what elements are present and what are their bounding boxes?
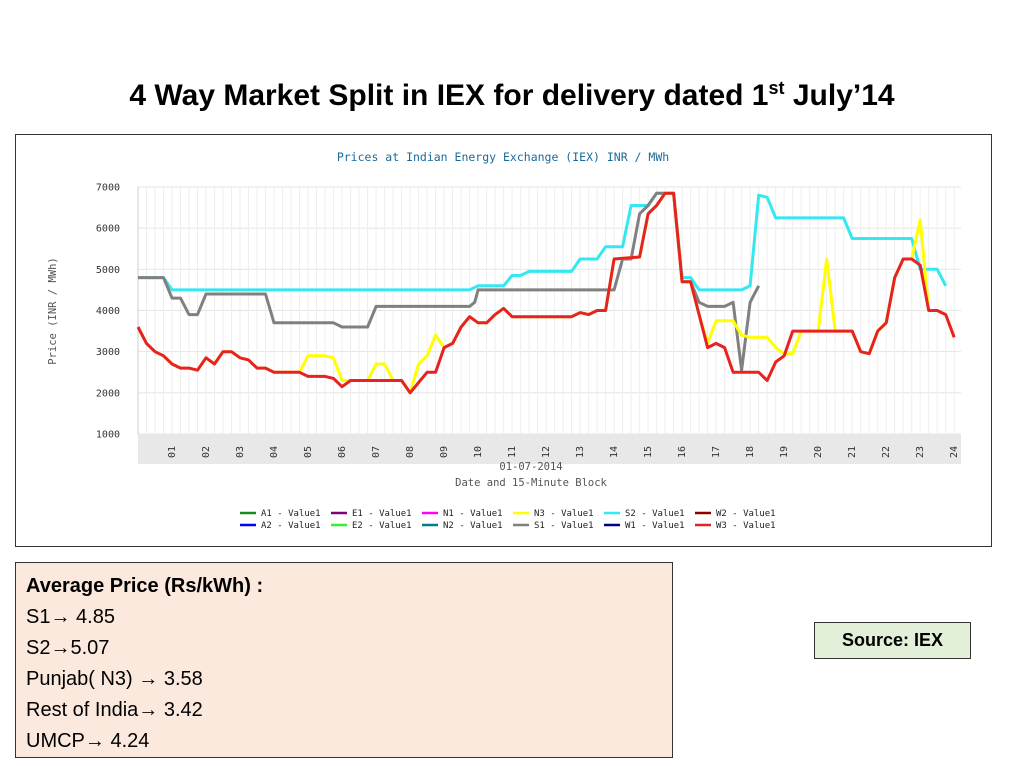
x-tick-label: 18 (745, 446, 756, 458)
x-tick-label: 10 (473, 446, 484, 458)
x-tick-label: 02 (201, 446, 212, 458)
x-tick-label: 15 (643, 446, 654, 458)
legend-label: S2 - Value1 (625, 509, 685, 519)
y-axis-label: Price (INR / MWh) (47, 257, 59, 364)
y-tick-label: 7000 (96, 183, 120, 194)
x-sublabel: 01-07-2014 (499, 461, 562, 473)
average-price-line: UMCP→ 4.24 (26, 730, 150, 752)
grid-layer (137, 186, 961, 435)
legend-label: S1 - Value1 (534, 521, 594, 531)
legend-label: W1 - Value1 (625, 521, 685, 531)
x-tick-label: 09 (439, 446, 450, 458)
x-tick-label: 06 (337, 446, 348, 458)
x-tick-label: 11 (507, 446, 518, 458)
y-tick-label: 5000 (96, 265, 120, 276)
x-tick-label: 13 (575, 446, 586, 458)
x-tick-label: 21 (847, 446, 858, 458)
x-tick-label: 16 (677, 446, 688, 458)
average-price-box: Average Price (Rs/kWh) : S1→ 4.85 S2→5.0… (15, 562, 673, 758)
legend-label: N1 - Value1 (443, 509, 503, 519)
price-chart: Prices at Indian Energy Exchange (IEX) I… (15, 134, 992, 547)
average-price-heading: Average Price (Rs/kWh) : (26, 575, 264, 597)
chart-svg: Prices at Indian Energy Exchange (IEX) I… (47, 150, 961, 531)
x-tick-label: 07 (371, 446, 382, 458)
x-tick-label: 04 (269, 446, 280, 458)
y-tick-label: 3000 (96, 347, 120, 358)
slide-title: 4 Way Market Split in IEX for delivery d… (0, 78, 1024, 113)
y-tick-label: 2000 (96, 388, 120, 399)
legend-label: W3 - Value1 (716, 521, 776, 531)
legend-label: N3 - Value1 (534, 509, 594, 519)
x-tick-label: 03 (235, 446, 246, 458)
x-tick-label: 17 (711, 446, 722, 458)
x-tick-labels: 01 02 03 04 05 06 07 08 09 10 11 12 13 14 15 16 17 18 19 20… (167, 446, 960, 458)
series-layer (136, 191, 956, 395)
average-price-line: Rest of India→ 3.42 (26, 699, 203, 721)
y-tick-label: 6000 (96, 224, 120, 235)
y-tick-label: 1000 (96, 430, 120, 441)
series-line-s1 (138, 191, 761, 372)
chart-title: Prices at Indian Energy Exchange (IEX) I… (337, 150, 669, 164)
slide-title-end: July’14 (784, 79, 895, 112)
y-tick-label: 4000 (96, 306, 120, 317)
x-tick-label: 12 (541, 446, 552, 458)
average-price-line: Punjab( N3) → 3.58 (26, 668, 203, 690)
x-tick-label: 20 (813, 446, 824, 458)
x-tick-label: 23 (915, 446, 926, 458)
x-tick-label: 14 (609, 446, 620, 458)
x-tick-label: 05 (303, 446, 314, 458)
average-price-line: S1→ 4.85 (26, 606, 115, 628)
slide-title-superscript: st (768, 78, 785, 98)
legend-label: E2 - Value1 (352, 521, 412, 531)
x-tick-label: 22 (881, 446, 892, 458)
x-tick-label: 01 (167, 446, 178, 458)
legend-label: A2 - Value1 (261, 521, 321, 531)
x-tick-label: 24 (949, 446, 960, 458)
x-axis-band (138, 434, 961, 464)
x-tick-label: 19 (779, 446, 790, 458)
source-box: Source: IEX (814, 622, 971, 659)
x-tick-label: 08 (405, 446, 416, 458)
series-line-w3 (136, 191, 956, 395)
legend-label: A1 - Value1 (261, 509, 321, 519)
legend-label: W2 - Value1 (716, 509, 776, 519)
legend-label: E1 - Value1 (352, 509, 412, 519)
slide-title-text: 4 Way Market Split in IEX for delivery d… (129, 79, 769, 112)
legend-label: N2 - Value1 (443, 521, 503, 531)
average-price-line: S2→5.07 (26, 637, 110, 659)
y-tick-labels: 1000 2000 3000 4000 5000 6000 7000 (96, 183, 120, 441)
legend: A1 - Value1 E1 - Value1 N1 - Value1 N3 - Va… (240, 509, 776, 531)
x-axis-label: Date and 15-Minute Block (455, 477, 607, 489)
